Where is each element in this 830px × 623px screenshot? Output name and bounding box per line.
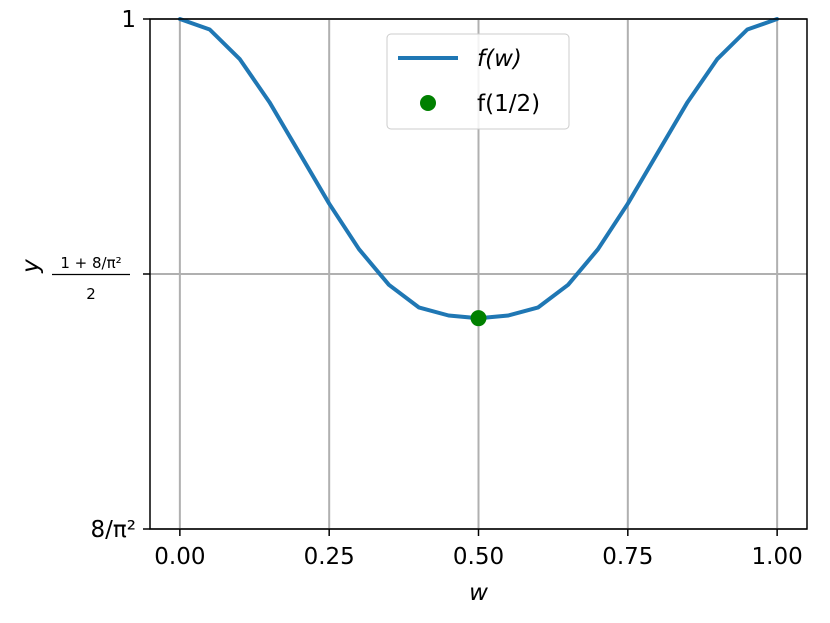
- y-tick-label-numerator: 1 + 8/π²: [60, 254, 121, 272]
- x-tick-label: 0.00: [154, 544, 205, 570]
- x-tick-label: 0.25: [304, 544, 355, 570]
- x-tick-label: 0.75: [602, 544, 653, 570]
- legend-entry-line: f(w): [477, 46, 522, 72]
- y-tick-label: 8/π²: [91, 517, 136, 543]
- y-tick-label-denominator: 2: [86, 285, 96, 303]
- x-tick-label: 1.00: [752, 544, 803, 570]
- legend-entry-point: f(1/2): [477, 91, 540, 117]
- scatter-point-f-half: [470, 310, 487, 327]
- x-axis-label: w: [469, 580, 488, 606]
- y-axis-label: y: [18, 259, 44, 274]
- y-tick-label: 1 + 8/π² 2: [52, 254, 130, 303]
- ticks: 0.00 0.25 0.50 0.75 1.00 8/π² 1 + 8/π² 2 1: [52, 7, 803, 570]
- x-tick-label: 0.50: [453, 544, 504, 570]
- series-layer: [177, 17, 780, 327]
- y-tick-label: 1: [121, 7, 136, 33]
- legend: f(w) f(1/2): [386, 33, 570, 130]
- legend-point-swatch: [420, 95, 436, 111]
